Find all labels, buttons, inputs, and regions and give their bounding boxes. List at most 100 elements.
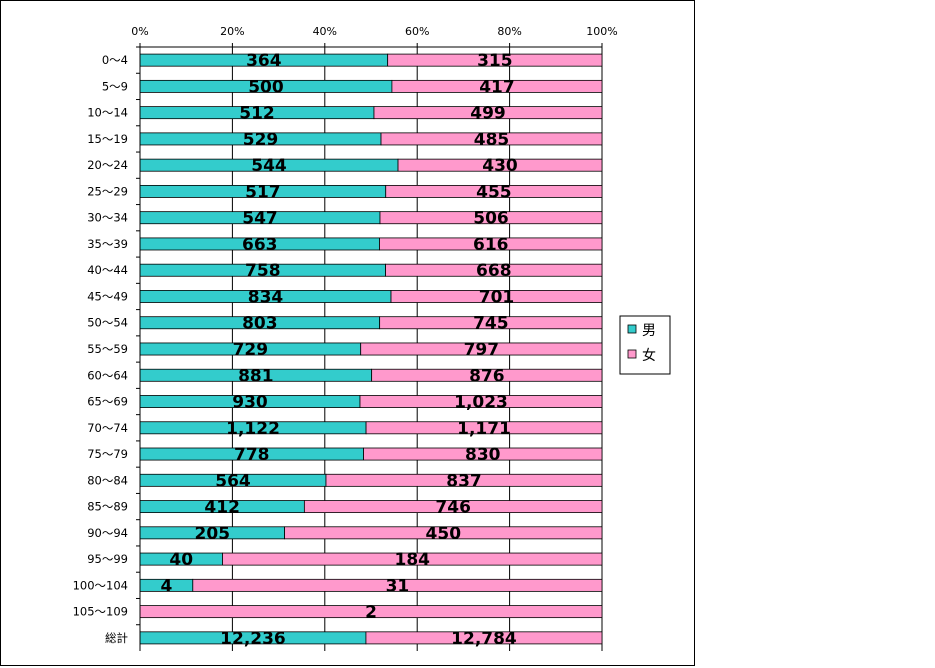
x-tick-label: 0% [131, 25, 148, 38]
data-label-male: 544 [251, 156, 287, 176]
category-label: 10～14 [87, 106, 128, 120]
x-tick-label: 40% [313, 25, 337, 38]
category-label: 90～94 [87, 526, 128, 540]
bar-female [359, 395, 603, 408]
legend-label: 女 [642, 347, 656, 364]
category-label: 20～24 [87, 158, 128, 172]
bar-female [365, 631, 603, 645]
data-label-male: 517 [245, 182, 281, 202]
category-label: 35～39 [87, 237, 128, 251]
data-label-male: 803 [242, 314, 278, 334]
category-label: 70～74 [87, 421, 128, 435]
data-label-female: 12,784 [451, 629, 517, 649]
category-label: 105～109 [73, 605, 128, 619]
data-label-male: 4 [160, 576, 172, 596]
data-label-male: 205 [195, 524, 231, 544]
data-label-male: 729 [233, 340, 269, 360]
data-label-male: 1,122 [226, 419, 280, 439]
bar-female [222, 552, 603, 566]
bar-female [325, 473, 603, 487]
category-label: 85～89 [87, 500, 128, 514]
category-label: 55～59 [87, 342, 128, 356]
x-tick-label: 60% [405, 25, 429, 38]
data-label-female: 616 [473, 235, 509, 255]
data-label-female: 417 [479, 77, 515, 97]
category-label: 95～99 [87, 552, 128, 566]
bar-female [373, 106, 603, 120]
category-label: 25～29 [87, 184, 128, 198]
bar-female [379, 237, 603, 251]
data-label-male: 834 [248, 287, 284, 307]
data-label-male: 881 [238, 366, 274, 386]
data-label-female: 1,171 [457, 419, 511, 439]
data-label-female: 430 [482, 156, 518, 176]
data-label-male: 930 [232, 393, 268, 413]
category-label: 75～79 [87, 447, 128, 461]
x-tick-label: 100% [586, 25, 617, 38]
data-label-female: 797 [464, 340, 500, 360]
bar-female [192, 578, 603, 592]
bar-female [365, 421, 603, 435]
data-label-female: 2 [365, 603, 377, 623]
data-label-female: 315 [477, 51, 513, 71]
category-label: 50～54 [87, 316, 128, 330]
bar-female [385, 184, 603, 198]
data-label-female: 876 [469, 366, 505, 386]
bar-female [379, 316, 603, 330]
x-tick-label: 20% [220, 25, 244, 38]
bar-female [390, 290, 603, 303]
data-label-male: 529 [243, 130, 279, 150]
data-label-female: 499 [470, 104, 506, 124]
data-label-male: 412 [204, 498, 240, 518]
data-label-female: 746 [435, 498, 471, 518]
data-label-female: 837 [446, 471, 482, 491]
bar-female [303, 500, 603, 514]
x-tick-label: 80% [497, 25, 521, 38]
category-label: 45～49 [87, 289, 128, 303]
bar-female [371, 368, 603, 382]
bar-female [385, 263, 603, 277]
category-label: 総計 [105, 631, 128, 645]
data-label-male: 500 [248, 77, 284, 97]
bar-female [360, 342, 603, 356]
data-label-female: 450 [426, 524, 462, 544]
legend-label: 男 [642, 323, 656, 339]
category-label: 5～9 [102, 79, 128, 93]
data-label-female: 455 [476, 182, 512, 202]
data-label-female: 701 [479, 287, 515, 307]
data-label-male: 758 [245, 261, 281, 281]
bar-female [387, 53, 603, 67]
data-label-female: 506 [473, 209, 509, 229]
data-label-female: 485 [474, 130, 510, 150]
category-label: 100～104 [73, 578, 128, 592]
category-label: 0～4 [102, 53, 128, 67]
legend-swatch [627, 349, 637, 359]
data-label-male: 564 [215, 471, 251, 491]
data-label-female: 1,023 [454, 393, 508, 413]
bar-female [391, 79, 603, 93]
category-label: 60～64 [87, 368, 128, 382]
category-label: 65～69 [87, 395, 128, 409]
data-label-male: 512 [239, 104, 275, 124]
data-label-male: 12,236 [220, 629, 286, 649]
data-label-male: 364 [246, 51, 282, 71]
stacked-percent-bar-chart: 0% 20% 40% 60% 80% 100% 0～4 364 315 5～9 500 417 10～1… [73, 25, 671, 651]
bar-female [363, 447, 603, 461]
data-label-female: 31 [386, 576, 410, 596]
data-label-female: 668 [476, 261, 512, 281]
data-label-male: 547 [242, 209, 278, 229]
bar-female [380, 132, 603, 146]
legend-swatch [627, 324, 637, 334]
chart-frame: 0% 20% 40% 60% 80% 100% 0～4 364 315 5～9 500 417 10～1… [0, 0, 695, 666]
bar-female [397, 158, 603, 172]
category-label: 30～34 [87, 211, 128, 225]
bar-female [379, 211, 603, 225]
data-label-male: 663 [242, 235, 278, 255]
data-label-female: 745 [473, 314, 509, 334]
data-label-male: 40 [169, 550, 193, 570]
category-label: 80～84 [87, 473, 128, 487]
data-label-female: 184 [395, 550, 431, 570]
category-label: 40～44 [87, 263, 128, 277]
bar-female [284, 526, 603, 540]
category-label: 15～19 [87, 132, 128, 146]
